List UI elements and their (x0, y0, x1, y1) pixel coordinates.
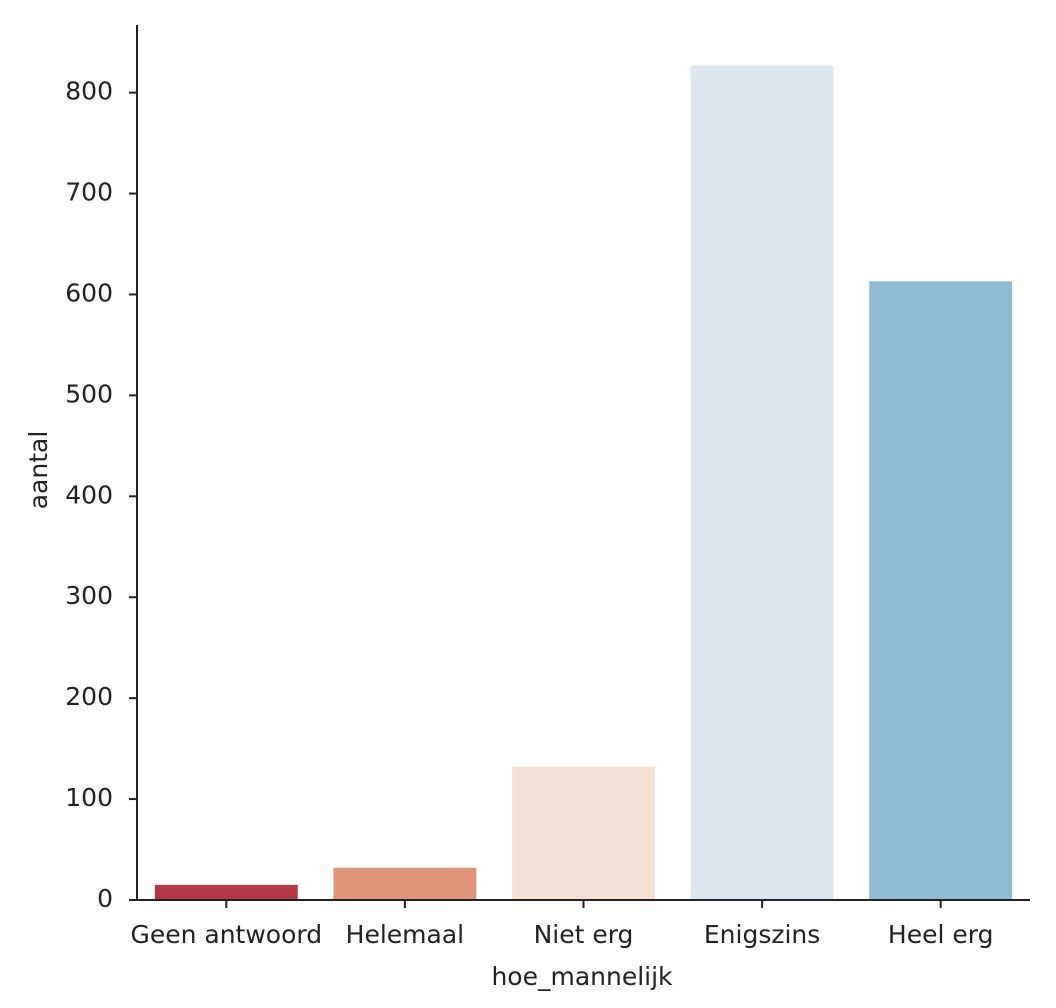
y-tick-label: 500 (65, 379, 113, 408)
y-axis-label: aantal (24, 431, 53, 510)
x-tick-label: Niet erg (534, 920, 634, 949)
bar (154, 884, 298, 900)
x-tick-label: Helemaal (346, 920, 464, 949)
bar (869, 281, 1013, 900)
y-tick-label: 200 (65, 682, 113, 711)
y-tick-label: 700 (65, 178, 113, 207)
bar (333, 867, 477, 900)
y-tick-label: 400 (65, 480, 113, 509)
y-tick-label: 300 (65, 581, 113, 610)
y-tick-label: 800 (65, 77, 113, 106)
y-tick-label: 600 (65, 278, 113, 307)
bar (690, 65, 834, 901)
x-tick-label: Heel erg (888, 920, 994, 949)
y-tick-label: 100 (65, 783, 113, 812)
y-tick-label: 0 (97, 884, 113, 913)
x-tick-label: Enigszins (704, 920, 820, 949)
x-axis-label: hoe_mannelijk (491, 962, 673, 991)
bar (512, 766, 655, 900)
x-tick-label: Geen antwoord (130, 920, 322, 949)
